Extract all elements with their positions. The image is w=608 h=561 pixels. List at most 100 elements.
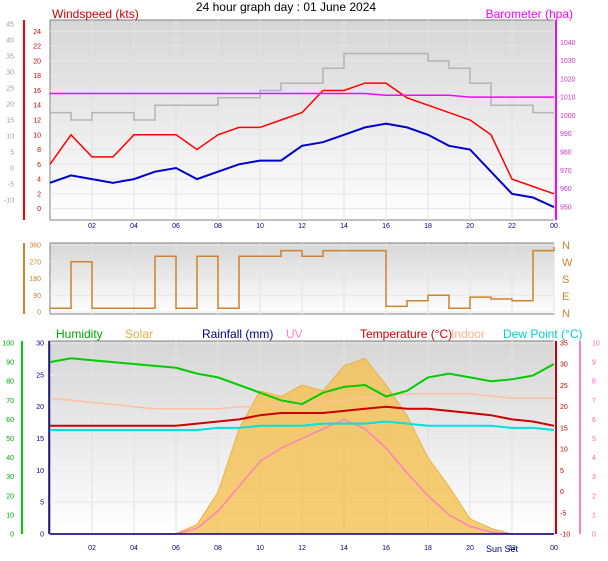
wind-tick-label: 0 (37, 206, 41, 213)
wind-tick-label: 4 (37, 177, 41, 184)
temperature-label: Temperature (°C) (360, 327, 452, 341)
wind-tick-label: 6 (37, 162, 41, 169)
x-tick-label: 14 (340, 223, 348, 230)
x-tick-label: 06 (172, 223, 180, 230)
uv-tick-label: 9 (592, 360, 596, 367)
rain-tick-label: 5 (40, 500, 44, 507)
direction-tick-label: 90 (33, 293, 41, 300)
temperature-tick-label: 30 (560, 362, 568, 369)
wind-tick-label: 22 (33, 44, 41, 51)
x-tick-label: 18 (424, 545, 432, 552)
x-tick-label: 20 (466, 545, 474, 552)
wind-tick-label: 16 (33, 88, 41, 95)
x-tick-label: 08 (214, 223, 222, 230)
uv-tick-label: 1 (592, 512, 596, 519)
baro-tick-label: 1040 (560, 40, 576, 47)
dewpoint-label: Dew Point (°C) (503, 327, 582, 341)
humidity-tick-label: 100 (2, 341, 14, 348)
wind-tick-label: 10 (33, 132, 41, 139)
uv-tick-label: 4 (592, 455, 596, 462)
humidity-label: Humidity (56, 327, 103, 341)
humidity-tick-label: 30 (6, 474, 14, 481)
uv-tick-label: 5 (592, 436, 596, 443)
wind-avg-line (49, 122, 555, 209)
gust-max-line (50, 52, 554, 121)
outer-tick-label: 30 (6, 70, 14, 77)
x-tick-label: 16 (382, 223, 390, 230)
wind-tick-label: 12 (33, 118, 41, 125)
outer-tick-label: 20 (6, 102, 14, 109)
data-series (49, 52, 555, 535)
direction-tick-label: 0 (37, 310, 41, 317)
chart-title: 24 hour graph day : 01 June 2024 (196, 0, 376, 14)
indoor-label: Indoor (451, 327, 485, 341)
x-tick-label: 20 (466, 223, 474, 230)
compass-label: S (562, 274, 569, 286)
x-tick-label: 16 (382, 545, 390, 552)
rain-tick-label: 20 (36, 404, 44, 411)
compass-label: N (562, 308, 570, 320)
compass-label: W (562, 257, 573, 269)
humidity-tick-label: 90 (6, 360, 14, 367)
wind-tick-label: 20 (33, 58, 41, 65)
humidity-tick-label: 10 (6, 512, 14, 519)
humidity-tick-label: 80 (6, 379, 14, 386)
temperature-line (50, 405, 555, 427)
wind-gust-line (49, 82, 555, 195)
uv-tick-label: 7 (592, 398, 596, 405)
uv-tick-label: 8 (592, 379, 596, 386)
uv-tick-label: 6 (592, 417, 596, 424)
outer-tick-label: 0 (10, 166, 14, 173)
humidity-tick-label: 40 (6, 455, 14, 462)
temperature-tick-label: -5 (560, 510, 566, 517)
direction-tick-label: 360 (29, 243, 41, 250)
humidity-tick-label: 70 (6, 398, 14, 405)
outer-tick-label: 40 (6, 38, 14, 45)
outer-tick-label: 45 (6, 22, 14, 29)
baro-tick-label: 960 (560, 186, 572, 193)
x-tick-label: 00 (550, 223, 558, 230)
outer-tick-label: 10 (6, 134, 14, 141)
humidity-tick-label: 0 (10, 532, 14, 539)
outer-tick-label: 35 (6, 54, 14, 61)
humidity-line (49, 357, 555, 406)
humidity-tick-label: 50 (6, 436, 14, 443)
outer-tick-label: -10 (4, 198, 14, 205)
baro-tick-label: 970 (560, 168, 572, 175)
uv-tick-label: 3 (592, 474, 596, 481)
x-tick-label: 06 (172, 545, 180, 552)
x-tick-label: 22 (508, 545, 516, 552)
barometer-line (50, 92, 554, 98)
solar-label: Solar (125, 327, 153, 341)
rain-tick-label: 10 (36, 468, 44, 475)
outer-tick-label: 5 (10, 150, 14, 157)
wind-direction-line (50, 246, 555, 310)
rainfall-label: Rainfall (mm) (202, 327, 273, 341)
x-tick-label: 04 (130, 545, 138, 552)
temperature-tick-label: 15 (560, 425, 568, 432)
wind-tick-label: 2 (37, 191, 41, 198)
outer-tick-label: 25 (6, 86, 14, 93)
humidity-tick-label: 60 (6, 417, 14, 424)
x-tick-label: 00 (550, 545, 558, 552)
wind-tick-label: 24 (33, 29, 41, 36)
dewpoint-line (50, 420, 555, 431)
windspeed-label: Windspeed (kts) (52, 7, 139, 21)
baro-tick-label: 1010 (560, 95, 576, 102)
uv-tick-label: 2 (592, 493, 596, 500)
uv-label: UV (286, 327, 303, 341)
baro-tick-label: 1020 (560, 76, 576, 83)
rain-tick-label: 0 (40, 532, 44, 539)
uv-tick-label: 10 (592, 341, 600, 348)
axes: 0202040406060808101012121414161618182020… (2, 20, 600, 552)
x-tick-label: 18 (424, 223, 432, 230)
direction-tick-label: 180 (29, 276, 41, 283)
x-tick-label: 22 (508, 223, 516, 230)
uv-tick-label: 0 (592, 532, 596, 539)
baro-tick-label: 990 (560, 131, 572, 138)
humidity-tick-label: 20 (6, 493, 14, 500)
x-tick-label: 12 (298, 223, 306, 230)
x-tick-label: 14 (340, 545, 348, 552)
x-tick-label: 08 (214, 545, 222, 552)
